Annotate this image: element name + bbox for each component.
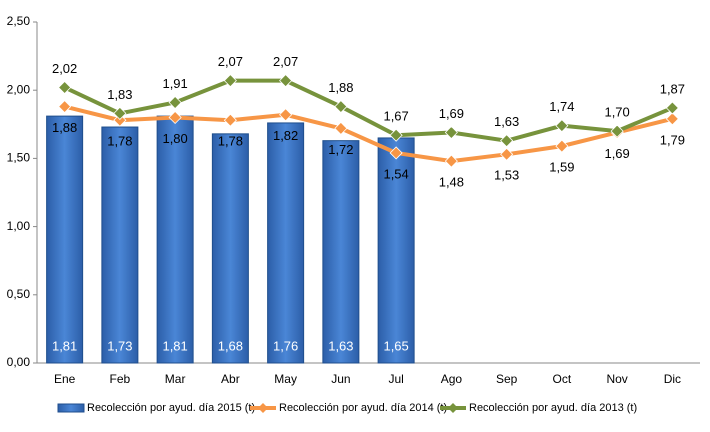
data-label: 1,87 — [660, 81, 685, 96]
bar — [322, 140, 360, 364]
marker — [58, 80, 72, 95]
bar-label: 1,63 — [328, 338, 353, 353]
marker — [610, 124, 624, 138]
x-tick-label: Jun — [331, 372, 350, 386]
data-label: 1,48 — [439, 175, 464, 190]
data-label: 1,80 — [162, 131, 187, 146]
data-label: 1,69 — [604, 146, 629, 161]
marker — [500, 147, 514, 161]
marker — [555, 139, 569, 153]
bar-label: 1,81 — [162, 338, 187, 353]
x-tick-label: Jul — [388, 372, 403, 386]
bar — [377, 137, 415, 364]
data-label: 1,78 — [107, 134, 132, 149]
marker — [389, 128, 403, 142]
data-label: 1,88 — [328, 80, 353, 95]
x-tick-label: Oct — [553, 372, 572, 386]
y-tick-label: 1,50 — [7, 151, 31, 165]
data-label: 2,02 — [52, 61, 77, 76]
bar — [101, 126, 139, 364]
data-label: 2,07 — [273, 54, 298, 69]
data-label: 1,67 — [383, 109, 408, 124]
bar-label: 1,65 — [383, 338, 408, 353]
line — [63, 78, 674, 143]
x-tick-label: Nov — [606, 372, 627, 386]
marker — [168, 110, 182, 125]
data-label: 1,91 — [162, 76, 187, 91]
data-label: 1,88 — [52, 120, 77, 135]
x-tick-label: May — [274, 372, 297, 386]
marker — [334, 121, 348, 135]
bar-label: 1,76 — [273, 338, 298, 353]
y-tick-label: 0,00 — [7, 355, 31, 369]
bar — [211, 133, 249, 364]
data-label: 1,69 — [439, 106, 464, 121]
data-label: 1,63 — [494, 114, 519, 129]
marker — [113, 113, 127, 127]
x-tick-label: Dic — [664, 372, 681, 386]
x-tick-label: Mar — [165, 372, 186, 386]
bar-label: 1,73 — [107, 338, 132, 353]
data-label: 2,07 — [218, 54, 243, 69]
legend-swatch — [57, 403, 85, 413]
data-label: 1,82 — [273, 128, 298, 143]
marker — [58, 100, 72, 114]
marker — [223, 74, 237, 88]
marker — [168, 95, 182, 110]
marker — [223, 113, 237, 127]
y-tick-label: 0,50 — [7, 287, 31, 301]
y-tick-label: 2,00 — [7, 82, 31, 96]
data-label: 1,72 — [328, 142, 353, 157]
bar — [156, 115, 194, 364]
legend-label: Recolección por ayud. día 2015 (t) — [87, 402, 255, 414]
data-label: 1,59 — [549, 160, 574, 175]
legend-label: Recolección por ayud. día 2014 (t) — [279, 402, 447, 414]
legend-marker — [448, 403, 458, 413]
x-tick-label: Feb — [110, 372, 131, 386]
data-label: 1,70 — [604, 105, 629, 120]
legend-label: Recolección por ayud. día 2013 (t) — [469, 402, 637, 414]
data-label: 1,74 — [549, 99, 574, 114]
data-label: 1,79 — [660, 132, 685, 147]
marker — [444, 125, 458, 140]
bar — [46, 115, 84, 364]
marker — [665, 101, 679, 115]
data-label: 1,83 — [107, 87, 132, 102]
x-tick-label: Ene — [54, 372, 76, 386]
x-tick-label: Sep — [496, 372, 518, 386]
marker — [279, 108, 293, 122]
bar-label: 1,68 — [218, 338, 243, 353]
marker — [279, 74, 293, 88]
marker — [555, 119, 569, 133]
data-label: 1,53 — [494, 168, 519, 183]
x-tick-label: Abr — [221, 372, 240, 386]
marker — [113, 106, 127, 120]
legend-marker — [258, 403, 268, 413]
bar — [267, 122, 305, 364]
marker — [500, 134, 514, 148]
marker — [444, 154, 458, 168]
marker — [334, 100, 348, 114]
x-tick-label: Ago — [441, 372, 463, 386]
bar-label: 1,81 — [52, 338, 77, 353]
data-label: 1,54 — [383, 166, 408, 181]
line — [64, 104, 673, 164]
marker — [389, 146, 403, 160]
y-tick-label: 1,00 — [7, 219, 31, 233]
data-label: 1,78 — [218, 134, 243, 149]
marker — [665, 112, 679, 126]
y-tick-label: 2,50 — [7, 14, 31, 28]
